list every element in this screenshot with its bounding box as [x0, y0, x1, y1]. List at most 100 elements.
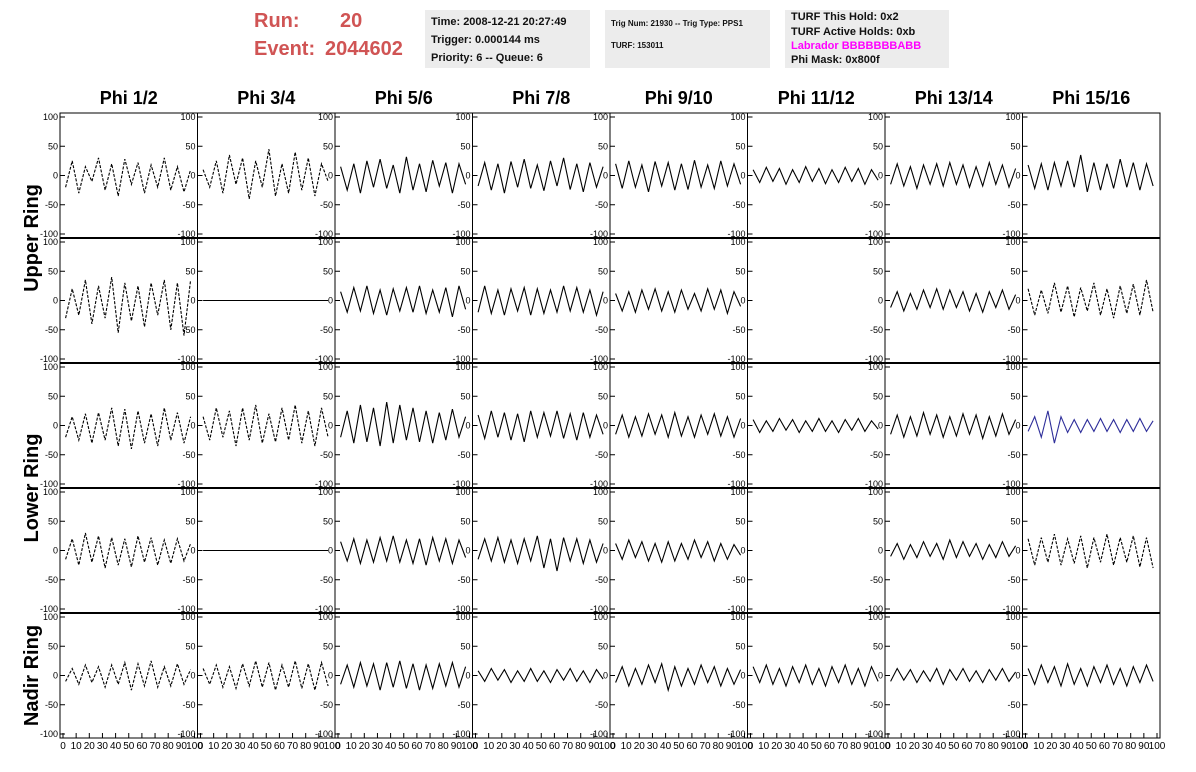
waveform — [615, 286, 742, 316]
waveform — [1027, 410, 1154, 444]
y-tick-label: 50 — [323, 641, 333, 651]
x-tick-label: 30 — [922, 741, 934, 752]
y-tick-label: -100 — [452, 729, 470, 739]
x-tick-label: 40 — [385, 741, 397, 752]
y-tick-label: 50 — [598, 266, 608, 276]
waveform — [202, 660, 329, 691]
y-tick-label: 100 — [1005, 112, 1020, 122]
y-tick-label: 0 — [328, 171, 333, 181]
y-tick-label: 50 — [48, 141, 58, 151]
y-tick-label: -50 — [320, 200, 333, 210]
y-tick-label: 100 — [43, 112, 58, 122]
y-tick-label: -50 — [182, 450, 195, 460]
y-tick-label: 0 — [328, 671, 333, 681]
y-tick-label: 50 — [873, 141, 883, 151]
x-tick-label: 30 — [1059, 741, 1071, 752]
x-tick-label: 90 — [1138, 741, 1150, 752]
y-tick-label: 0 — [53, 296, 58, 306]
y-tick-label: 50 — [1010, 391, 1020, 401]
y-tick-label: 0 — [465, 171, 470, 181]
x-tick-label: 100 — [461, 741, 478, 752]
y-tick-label: 50 — [735, 516, 745, 526]
y-tick-label: -50 — [457, 700, 470, 710]
y-tick-label: 100 — [180, 487, 195, 497]
y-tick-label: -50 — [1007, 200, 1020, 210]
panel-frame — [1022, 237, 1161, 364]
y-tick-label: 100 — [593, 487, 608, 497]
y-tick-label: 0 — [53, 671, 58, 681]
x-tick-label: 0 — [885, 741, 891, 752]
x-tick-label: 60 — [961, 741, 973, 752]
info-line: Trigger: 0.000144 ms — [431, 34, 540, 46]
y-tick-label: 0 — [603, 546, 608, 556]
y-tick-label: 50 — [460, 141, 470, 151]
y-tick-label: 50 — [873, 641, 883, 651]
y-tick-label: 100 — [1005, 237, 1020, 247]
x-tick-label: 0 — [335, 741, 341, 752]
y-tick-label: -50 — [45, 325, 58, 335]
y-tick-label: -50 — [732, 325, 745, 335]
y-tick-label: -100 — [590, 729, 608, 739]
y-tick-label: -50 — [870, 325, 883, 335]
waveform — [340, 285, 467, 318]
waveform — [340, 660, 467, 691]
y-tick-label: 0 — [190, 546, 195, 556]
y-tick-label: 0 — [740, 671, 745, 681]
y-tick-label: -50 — [595, 700, 608, 710]
info-line: Phi Mask: 0x800f — [791, 54, 880, 66]
y-tick-label: -50 — [182, 700, 195, 710]
x-tick-label: 40 — [110, 741, 122, 752]
x-tick-label: 30 — [372, 741, 384, 752]
column-header: Phi 9/10 — [645, 88, 713, 108]
x-tick-label: 70 — [287, 741, 299, 752]
panel-frame — [472, 112, 611, 239]
x-tick-label: 30 — [647, 741, 659, 752]
y-tick-label: 50 — [1010, 641, 1020, 651]
x-tick-label: 0 — [748, 741, 754, 752]
panel-frame — [472, 362, 611, 489]
y-tick-label: 100 — [318, 487, 333, 497]
x-tick-label: 90 — [451, 741, 463, 752]
y-tick-label: -100 — [865, 604, 883, 614]
y-tick-label: -100 — [727, 604, 745, 614]
y-tick-label: 50 — [598, 391, 608, 401]
event-label: Event: — [254, 38, 316, 60]
info-line: Trig Num: 21930 -- Trig Type: PPS1 — [611, 19, 743, 28]
y-tick-label: 100 — [730, 487, 745, 497]
waveform — [1027, 533, 1154, 569]
y-tick-label: -50 — [457, 200, 470, 210]
x-tick-label: 60 — [549, 741, 561, 752]
y-tick-label: -50 — [1007, 700, 1020, 710]
waveform — [890, 667, 1017, 686]
waveform — [202, 149, 329, 199]
y-tick-label: -100 — [727, 229, 745, 239]
y-tick-label: 50 — [48, 266, 58, 276]
y-tick-label: -50 — [45, 200, 58, 210]
y-tick-label: 0 — [740, 296, 745, 306]
y-tick-label: 50 — [598, 516, 608, 526]
y-tick-label: -100 — [40, 729, 58, 739]
y-tick-label: 100 — [1005, 362, 1020, 372]
y-tick-label: -50 — [732, 200, 745, 210]
panel-frame — [747, 487, 886, 614]
y-tick-label: -100 — [177, 479, 195, 489]
y-tick-label: 50 — [185, 266, 195, 276]
y-tick-label: 0 — [53, 171, 58, 181]
y-tick-label: -50 — [870, 575, 883, 585]
x-tick-label: 80 — [300, 741, 312, 752]
waveform — [752, 663, 879, 688]
waveform — [890, 287, 1017, 314]
x-tick-label: 30 — [509, 741, 521, 752]
y-tick-label: -50 — [870, 200, 883, 210]
run-label: Run: — [254, 10, 300, 32]
row-label: Upper Ring — [21, 184, 43, 292]
waveform — [477, 157, 604, 194]
x-tick-label: 70 — [837, 741, 849, 752]
y-tick-label: 100 — [318, 612, 333, 622]
y-tick-label: 50 — [873, 266, 883, 276]
waveform — [890, 538, 1017, 561]
x-tick-label: 10 — [1033, 741, 1045, 752]
panel-frame — [747, 112, 886, 239]
x-tick-label: 0 — [610, 741, 616, 752]
